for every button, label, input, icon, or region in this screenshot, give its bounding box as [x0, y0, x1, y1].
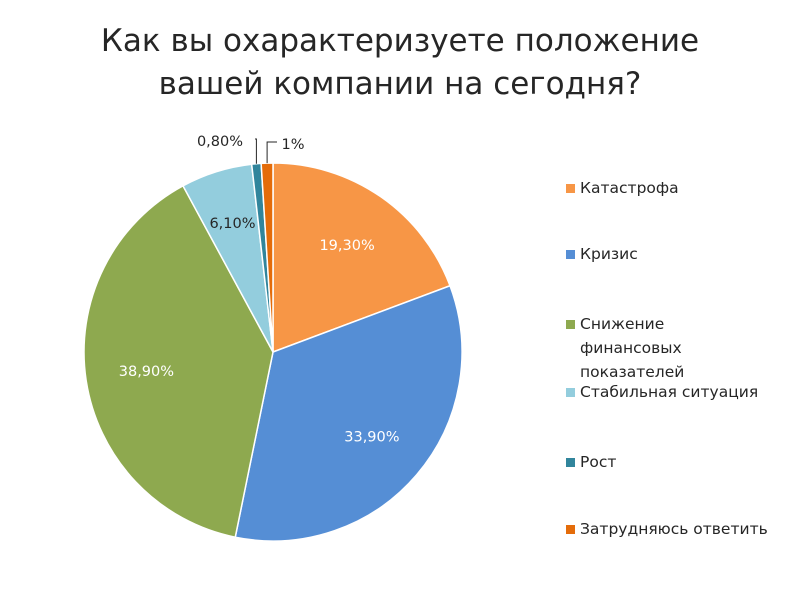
legend-label: Рост — [580, 453, 617, 471]
legend-label: Кризис — [580, 245, 638, 263]
chart-title-line-1: Как вы охарактеризуете положение — [100, 23, 700, 59]
data-label-krizis: 33,90% — [344, 429, 399, 445]
legend-swatch — [566, 388, 575, 397]
legend-label: Затрудняюсь ответить — [580, 520, 768, 538]
legend-swatch — [566, 184, 575, 193]
legend-label: Стабильная ситуация — [580, 383, 759, 401]
chart-title-line-2: вашей компании на сегодня? — [158, 66, 642, 102]
pie-slice-krizis — [234, 284, 463, 542]
pie-slice-katastrofa — [272, 162, 451, 354]
legend-swatch — [566, 525, 575, 534]
data-label-snizhenie: 38,90% — [119, 364, 174, 380]
data-label-rost: 0,80% — [197, 134, 243, 150]
data-label-katastrofa: 19,30% — [319, 238, 374, 254]
leader-line-zatrudnyayus — [266, 141, 277, 164]
leader-line-rost — [255, 138, 257, 164]
legend-label: Катастрофа — [580, 179, 679, 197]
chart-title: Как вы охарактеризуете положение вашей к… — [0, 20, 800, 106]
data-label-zatrudnyayus: 1% — [281, 137, 304, 153]
legend-label: Снижение финансовых показателей — [580, 315, 685, 381]
legend-swatch — [566, 458, 575, 467]
pie-slice-snizhenie — [83, 184, 274, 539]
data-label-stabilnaya: 6,10% — [209, 216, 255, 232]
legend-swatch — [566, 250, 575, 259]
legend-swatch — [566, 320, 575, 329]
